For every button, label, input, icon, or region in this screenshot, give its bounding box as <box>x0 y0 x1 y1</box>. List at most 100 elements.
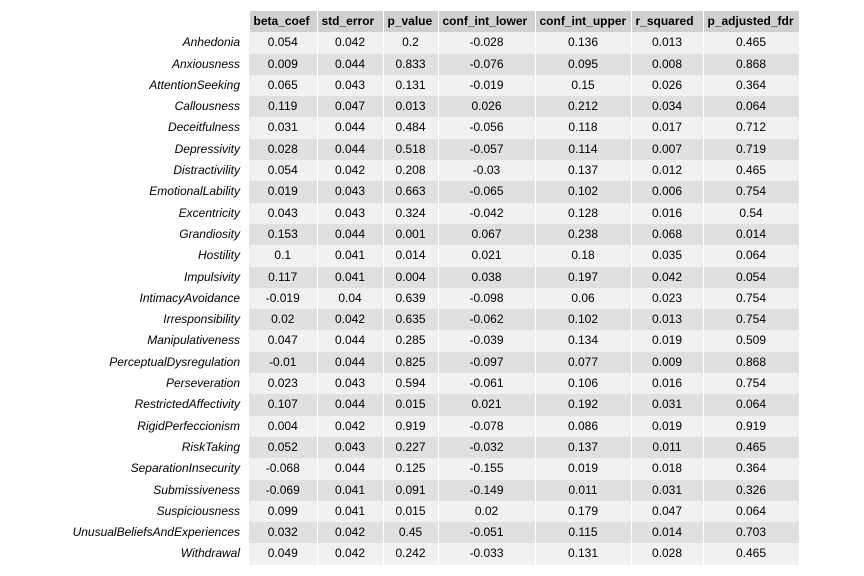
table-cell: -0.039 <box>438 330 536 352</box>
table-cell: 0.015 <box>383 394 439 416</box>
table-cell: -0.155 <box>438 458 536 480</box>
table-cell: 0.102 <box>535 309 632 331</box>
table-cell: 0.134 <box>535 330 632 352</box>
table-cell: 0.014 <box>703 223 800 246</box>
table-cell: -0.078 <box>438 415 536 437</box>
table-cell: 0.017 <box>631 117 704 139</box>
row-label: RestrictedAffectivity <box>0 394 249 416</box>
table-cell: -0.03 <box>438 160 536 182</box>
table-cell: -0.042 <box>438 202 536 224</box>
table-cell: 0.019 <box>631 415 704 437</box>
table-cell: 0.064 <box>703 394 800 416</box>
table-cell: 0.106 <box>535 373 632 395</box>
table-cell: 0.663 <box>383 181 439 203</box>
table-cell: -0.032 <box>438 436 536 459</box>
table-cell: 0.364 <box>703 458 800 480</box>
table-cell: 0.712 <box>703 117 800 139</box>
table-cell: 0.754 <box>703 309 800 331</box>
table-cell: 0.007 <box>631 138 704 161</box>
table-cell: 0.019 <box>535 458 632 480</box>
table-cell: 0.021 <box>438 394 536 416</box>
table-cell: 0.227 <box>383 436 439 459</box>
row-label: Deceitfulness <box>0 117 249 139</box>
table-cell: 0.047 <box>249 330 318 352</box>
table-cell: 0.465 <box>703 160 800 182</box>
table-cell: 0.035 <box>631 245 704 267</box>
table-cell: 0.136 <box>535 32 632 54</box>
table-cell: -0.097 <box>438 351 536 374</box>
table-row: UnusualBeliefsAndExperiences 0.032 0.042 0.… <box>0 522 800 544</box>
table-cell: 0.006 <box>631 181 704 203</box>
table-cell: 0.119 <box>249 96 318 118</box>
table-cell: 0.197 <box>535 266 632 288</box>
table-cell: 0.131 <box>383 74 439 97</box>
table-cell: 0.868 <box>703 53 800 75</box>
table-cell: 0.635 <box>383 309 439 331</box>
column-header-std-error: std_error <box>317 11 384 33</box>
table-cell: 0.041 <box>317 245 384 267</box>
row-label: Suspiciousness <box>0 500 249 523</box>
table-cell: 0.012 <box>631 160 704 182</box>
table-cell: 0.054 <box>249 160 318 182</box>
table-cell: -0.033 <box>438 543 536 565</box>
column-header-conf-int-upper: conf_int_upper <box>535 11 632 33</box>
table-cell: -0.061 <box>438 373 536 395</box>
table-cell: 0.044 <box>317 394 384 416</box>
table-cell: 0.077 <box>535 351 632 374</box>
table-cell: 0.06 <box>535 287 632 310</box>
table-cell: 0.285 <box>383 330 439 352</box>
table-cell: -0.149 <box>438 479 536 501</box>
table-cell: 0.031 <box>631 394 704 416</box>
table-cell: 0.04 <box>317 287 384 310</box>
table-cell: 0.118 <box>535 117 632 139</box>
table-cell: 0.15 <box>535 74 632 97</box>
table-row: PerceptualDysregulation -0.01 0.044 0.825 -0… <box>0 351 800 374</box>
table-cell: 0.042 <box>317 309 384 331</box>
table-cell: 0.026 <box>631 74 704 97</box>
table-cell: 0.115 <box>535 522 632 544</box>
table-cell: 0.054 <box>249 32 318 54</box>
table-cell: 0.044 <box>317 223 384 246</box>
table-cell: 0.016 <box>631 202 704 224</box>
table-cell: 0.043 <box>317 373 384 395</box>
table-cell: 0.041 <box>317 500 384 523</box>
table-cell: 0.043 <box>317 202 384 224</box>
table-cell: 0.02 <box>438 500 536 523</box>
table-cell: 0.042 <box>317 522 384 544</box>
row-label: Irresponsibility <box>0 309 249 331</box>
column-header-conf-int-lower: conf_int_lower <box>438 11 536 33</box>
table-cell: 0.019 <box>249 181 318 203</box>
table-row: Submissiveness -0.069 0.041 0.091 -0.149 0.01… <box>0 479 800 501</box>
table-row: Grandiosity 0.153 0.044 0.001 0.067 0.238 0.06… <box>0 223 800 246</box>
table-cell: -0.019 <box>249 287 318 310</box>
table-cell: 0.028 <box>249 138 318 161</box>
table-cell: 0.014 <box>383 245 439 267</box>
row-label: Excentricity <box>0 202 249 224</box>
table-cell: 0.004 <box>383 266 439 288</box>
table-cell: 0.919 <box>383 415 439 437</box>
table-cell: 0.2 <box>383 32 439 54</box>
table-cell: 0.719 <box>703 138 800 161</box>
index-header-blank <box>0 11 250 33</box>
table-cell: 0.091 <box>383 479 439 501</box>
table-cell: 0.016 <box>631 373 704 395</box>
table-cell: 0.042 <box>317 160 384 182</box>
table-cell: 0.043 <box>317 436 384 459</box>
table-cell: 0.107 <box>249 394 318 416</box>
table-cell: 0.326 <box>703 479 800 501</box>
row-label: Withdrawal <box>0 543 249 565</box>
table-cell: 0.208 <box>383 160 439 182</box>
table-cell: 0.034 <box>631 96 704 118</box>
table-cell: 0.594 <box>383 373 439 395</box>
table-cell: 0.754 <box>703 373 800 395</box>
table-cell: 0.484 <box>383 117 439 139</box>
table-row: IntimacyAvoidance -0.019 0.04 0.639 -0.098 0.… <box>0 287 800 310</box>
table-row: Callousness 0.119 0.047 0.013 0.026 0.212 0.03… <box>0 96 800 118</box>
table-cell: 0.044 <box>317 53 384 75</box>
table-row: Distractivility 0.054 0.042 0.208 -0.03 0.137… <box>0 160 800 182</box>
header-row: beta_coef std_error p_value conf_int_low… <box>0 11 800 33</box>
row-label: Depressivity <box>0 138 249 161</box>
table-cell: 0.031 <box>249 117 318 139</box>
regression-results-table: beta_coef std_error p_value conf_int_low… <box>0 11 800 565</box>
table-cell: -0.057 <box>438 138 536 161</box>
